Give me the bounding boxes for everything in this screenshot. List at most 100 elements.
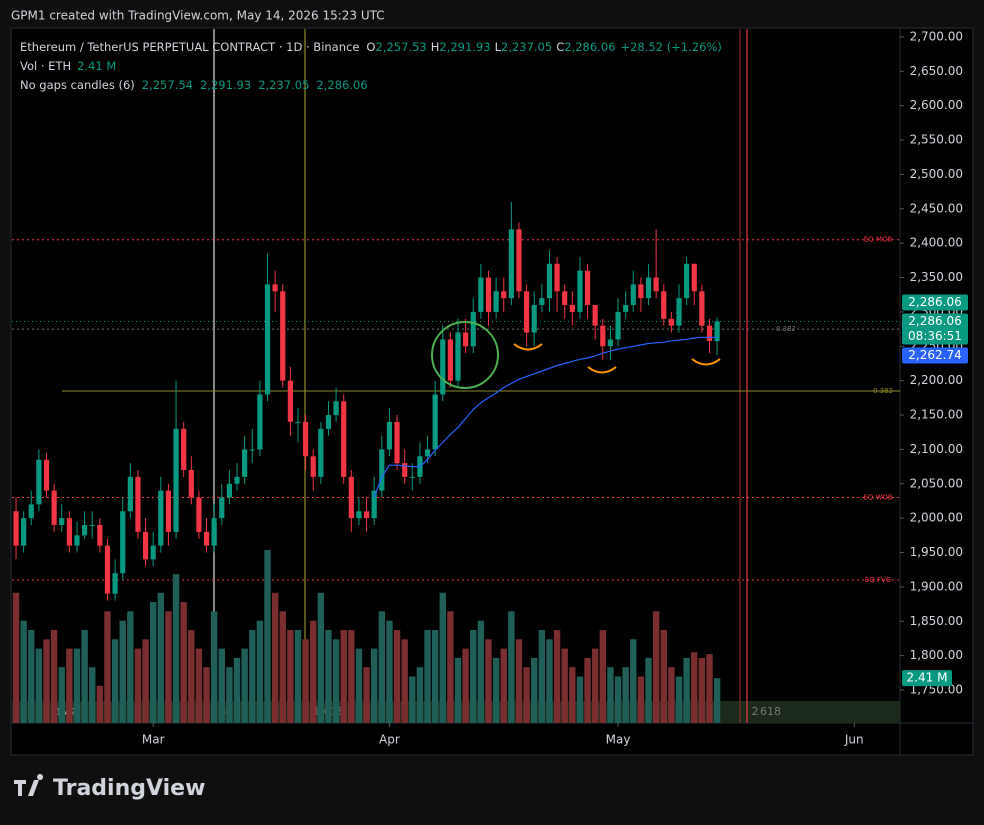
candle-body [51,490,57,526]
candle-body [592,305,598,326]
volume-bar [447,611,454,723]
candle-body [181,428,187,471]
logo: TradingView [14,774,205,801]
candle-body [394,421,400,464]
candle-body [28,504,34,519]
volume-bar [546,639,553,723]
legend-text: Vol · ETH [20,59,71,73]
volume-bar [287,629,294,723]
candle-body [188,470,194,498]
candle-body [142,531,149,560]
candle-body [196,497,202,532]
indicator-price: 2,286.06 [908,295,961,309]
volume-bar [165,611,172,723]
candle-body [89,525,95,527]
legend-text: L [495,40,502,54]
volume-bar [660,629,667,723]
volume-bar [416,667,424,723]
volume-bar [226,667,233,723]
legend-text: H [431,40,440,54]
volume-bar [599,629,607,723]
candle-body [554,263,560,292]
candle-body [440,339,446,395]
candle-body [371,490,377,519]
candle-body [165,490,172,532]
legend-volume: Vol · ETH 2.41 M [20,59,116,73]
candle-body [569,305,575,312]
y-tick-label: 2,400.00 [910,236,963,250]
candle-body [409,476,415,478]
candle-body [676,298,682,326]
volume-bar [104,611,111,723]
legend-text: 2,291.93 [200,78,251,92]
volume-bar [630,639,637,723]
candle-body [36,459,42,505]
volume-bar [310,620,317,723]
candle-body [135,476,141,532]
volume-bar [691,652,698,723]
volume-bar [424,629,431,723]
candle-body [97,525,103,546]
volume-bar [645,657,652,723]
volume-bar [149,602,157,723]
candle-body [455,332,461,381]
legend-text: +28.52 (+1.26%) [620,40,721,54]
volume-bar [81,629,88,723]
candle-body [348,476,354,519]
legend-text: 2,286.06 [316,78,367,92]
volume-bar [363,667,370,723]
x-tick-label: Jun [844,733,864,747]
volume-bar [264,550,271,723]
legend-text: No gaps candles (6) [20,78,135,92]
candle-body [173,428,179,532]
volume-box [902,670,952,687]
legend-indicator: No gaps candles (6) 2,257.54 2,291.93 2,237… [20,78,368,92]
y-tick-label: 2,450.00 [910,201,963,215]
volume-bar [89,667,96,723]
candle-body [150,545,156,560]
volume-bar [470,629,477,723]
y-tick-label: 2,700.00 [910,29,963,43]
volume-bar [652,611,660,723]
candle-body [264,284,271,395]
volume-bar [134,648,142,723]
volume-bar [431,629,439,723]
candle-body [280,291,286,381]
legend-text: 2,257.53 [375,40,426,54]
candle-body [59,518,65,526]
y-tick-label: 1,850.00 [910,614,963,628]
volume-bar [35,648,43,723]
arc-drawing [513,343,543,351]
candle-body [638,284,644,299]
volume-bar [249,629,256,723]
candle-body [706,325,713,342]
x-tick-label: Apr [379,733,400,747]
x-tick-label: Mar [142,733,165,747]
y-tick-label: 2,350.00 [910,270,963,284]
volume-bar [172,574,180,723]
volume-bar [393,629,401,723]
legend-title: Ethereum / TetherUS PERPETUAL CONTRACT ·… [20,40,722,54]
candle-body [333,401,339,416]
y-tick-label: 2,550.00 [910,133,963,147]
candle-body [653,277,659,292]
volume-bar [500,648,507,723]
volume-bar [614,676,622,723]
candle-body [303,421,309,457]
volume-bar [271,592,279,723]
volume-bar [256,620,264,723]
volume-bar [538,629,546,723]
candle-body [546,263,553,299]
candle-body [21,518,27,546]
volume-bar [401,639,408,723]
volume-bar [325,629,332,723]
volume-bar [698,657,706,723]
volume-bar [241,648,248,723]
volume-bar [454,657,462,723]
annotation: 2 [752,705,759,718]
candle-body [478,277,484,312]
candle-body [74,535,80,546]
volume-bar [561,648,568,723]
y-tick-label: 2,050.00 [910,476,963,490]
legend-text: 2,286.06 [564,40,615,54]
